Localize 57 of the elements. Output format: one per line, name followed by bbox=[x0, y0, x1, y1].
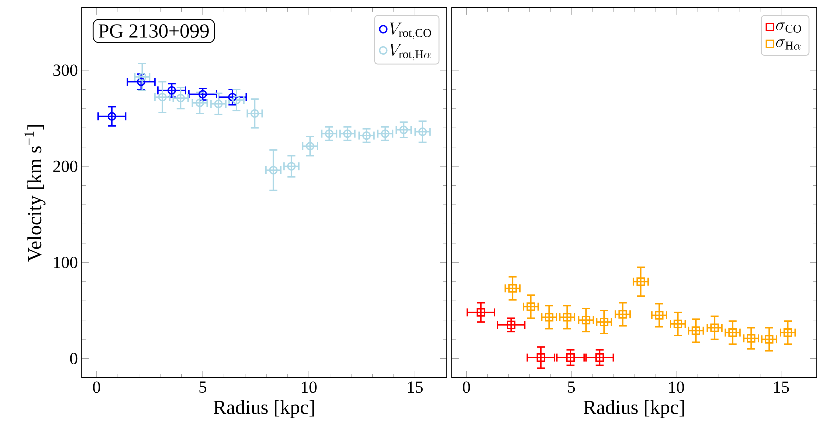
point bbox=[196, 98, 204, 108]
point bbox=[507, 320, 516, 330]
point bbox=[108, 112, 116, 121]
point bbox=[418, 128, 428, 136]
point bbox=[636, 278, 646, 286]
x-tick-label: 10 bbox=[669, 382, 684, 394]
point bbox=[287, 162, 296, 171]
x-axis-title: Radius [kpc] bbox=[214, 400, 314, 418]
x-tick-label: 15 bbox=[408, 382, 423, 394]
point bbox=[674, 320, 682, 328]
x-tick-label: 5 bbox=[200, 382, 207, 394]
x-tick-label: 5 bbox=[568, 382, 576, 394]
point bbox=[176, 94, 186, 103]
point bbox=[747, 334, 756, 343]
x-tick-label: 10 bbox=[302, 382, 317, 394]
x-axis-title: Radius [kpc] bbox=[584, 400, 684, 418]
y-axis-title: Velocity [km s$^{−1}$] bbox=[24, 125, 46, 262]
point bbox=[596, 354, 604, 362]
point bbox=[476, 308, 486, 317]
y-tick-label: 200 bbox=[54, 160, 78, 172]
point bbox=[765, 335, 774, 344]
point bbox=[362, 132, 372, 140]
point bbox=[784, 328, 792, 338]
legend-label: $\sigma_{\mathrm{CO}}$ bbox=[776, 22, 802, 33]
point bbox=[600, 318, 609, 327]
point bbox=[158, 93, 167, 102]
point bbox=[168, 86, 176, 95]
legend-label: $\sigma_{\mathrm{H}\alpha}$ bbox=[776, 40, 801, 50]
point bbox=[563, 313, 572, 322]
annotation: PG 2130+099 bbox=[98, 24, 209, 38]
point bbox=[381, 130, 390, 138]
point bbox=[343, 130, 352, 138]
point bbox=[400, 126, 408, 134]
point bbox=[566, 354, 576, 362]
point bbox=[728, 328, 738, 338]
x-tick-label: 0 bbox=[93, 382, 100, 394]
x-tick-label: 0 bbox=[463, 382, 470, 394]
y-tick-label: 300 bbox=[54, 64, 78, 76]
point bbox=[545, 313, 554, 322]
point bbox=[306, 142, 315, 151]
point bbox=[325, 130, 334, 138]
y-tick-label: 0 bbox=[70, 353, 78, 364]
point bbox=[536, 354, 546, 362]
point bbox=[710, 324, 720, 332]
point bbox=[655, 311, 664, 320]
point bbox=[526, 302, 536, 312]
y-tick-label: 100 bbox=[54, 256, 78, 268]
x-tick-label: 15 bbox=[774, 382, 790, 394]
point bbox=[269, 166, 278, 175]
point bbox=[214, 100, 223, 108]
legend-label: $V_{\mathrm{rot,CO}}$ bbox=[390, 22, 432, 40]
point bbox=[508, 284, 518, 293]
point bbox=[250, 109, 260, 118]
point bbox=[618, 310, 628, 319]
point bbox=[692, 326, 700, 336]
point bbox=[582, 316, 591, 325]
legend-label: $V_{\mathrm{rot,H}\alpha}$ bbox=[390, 44, 431, 61]
